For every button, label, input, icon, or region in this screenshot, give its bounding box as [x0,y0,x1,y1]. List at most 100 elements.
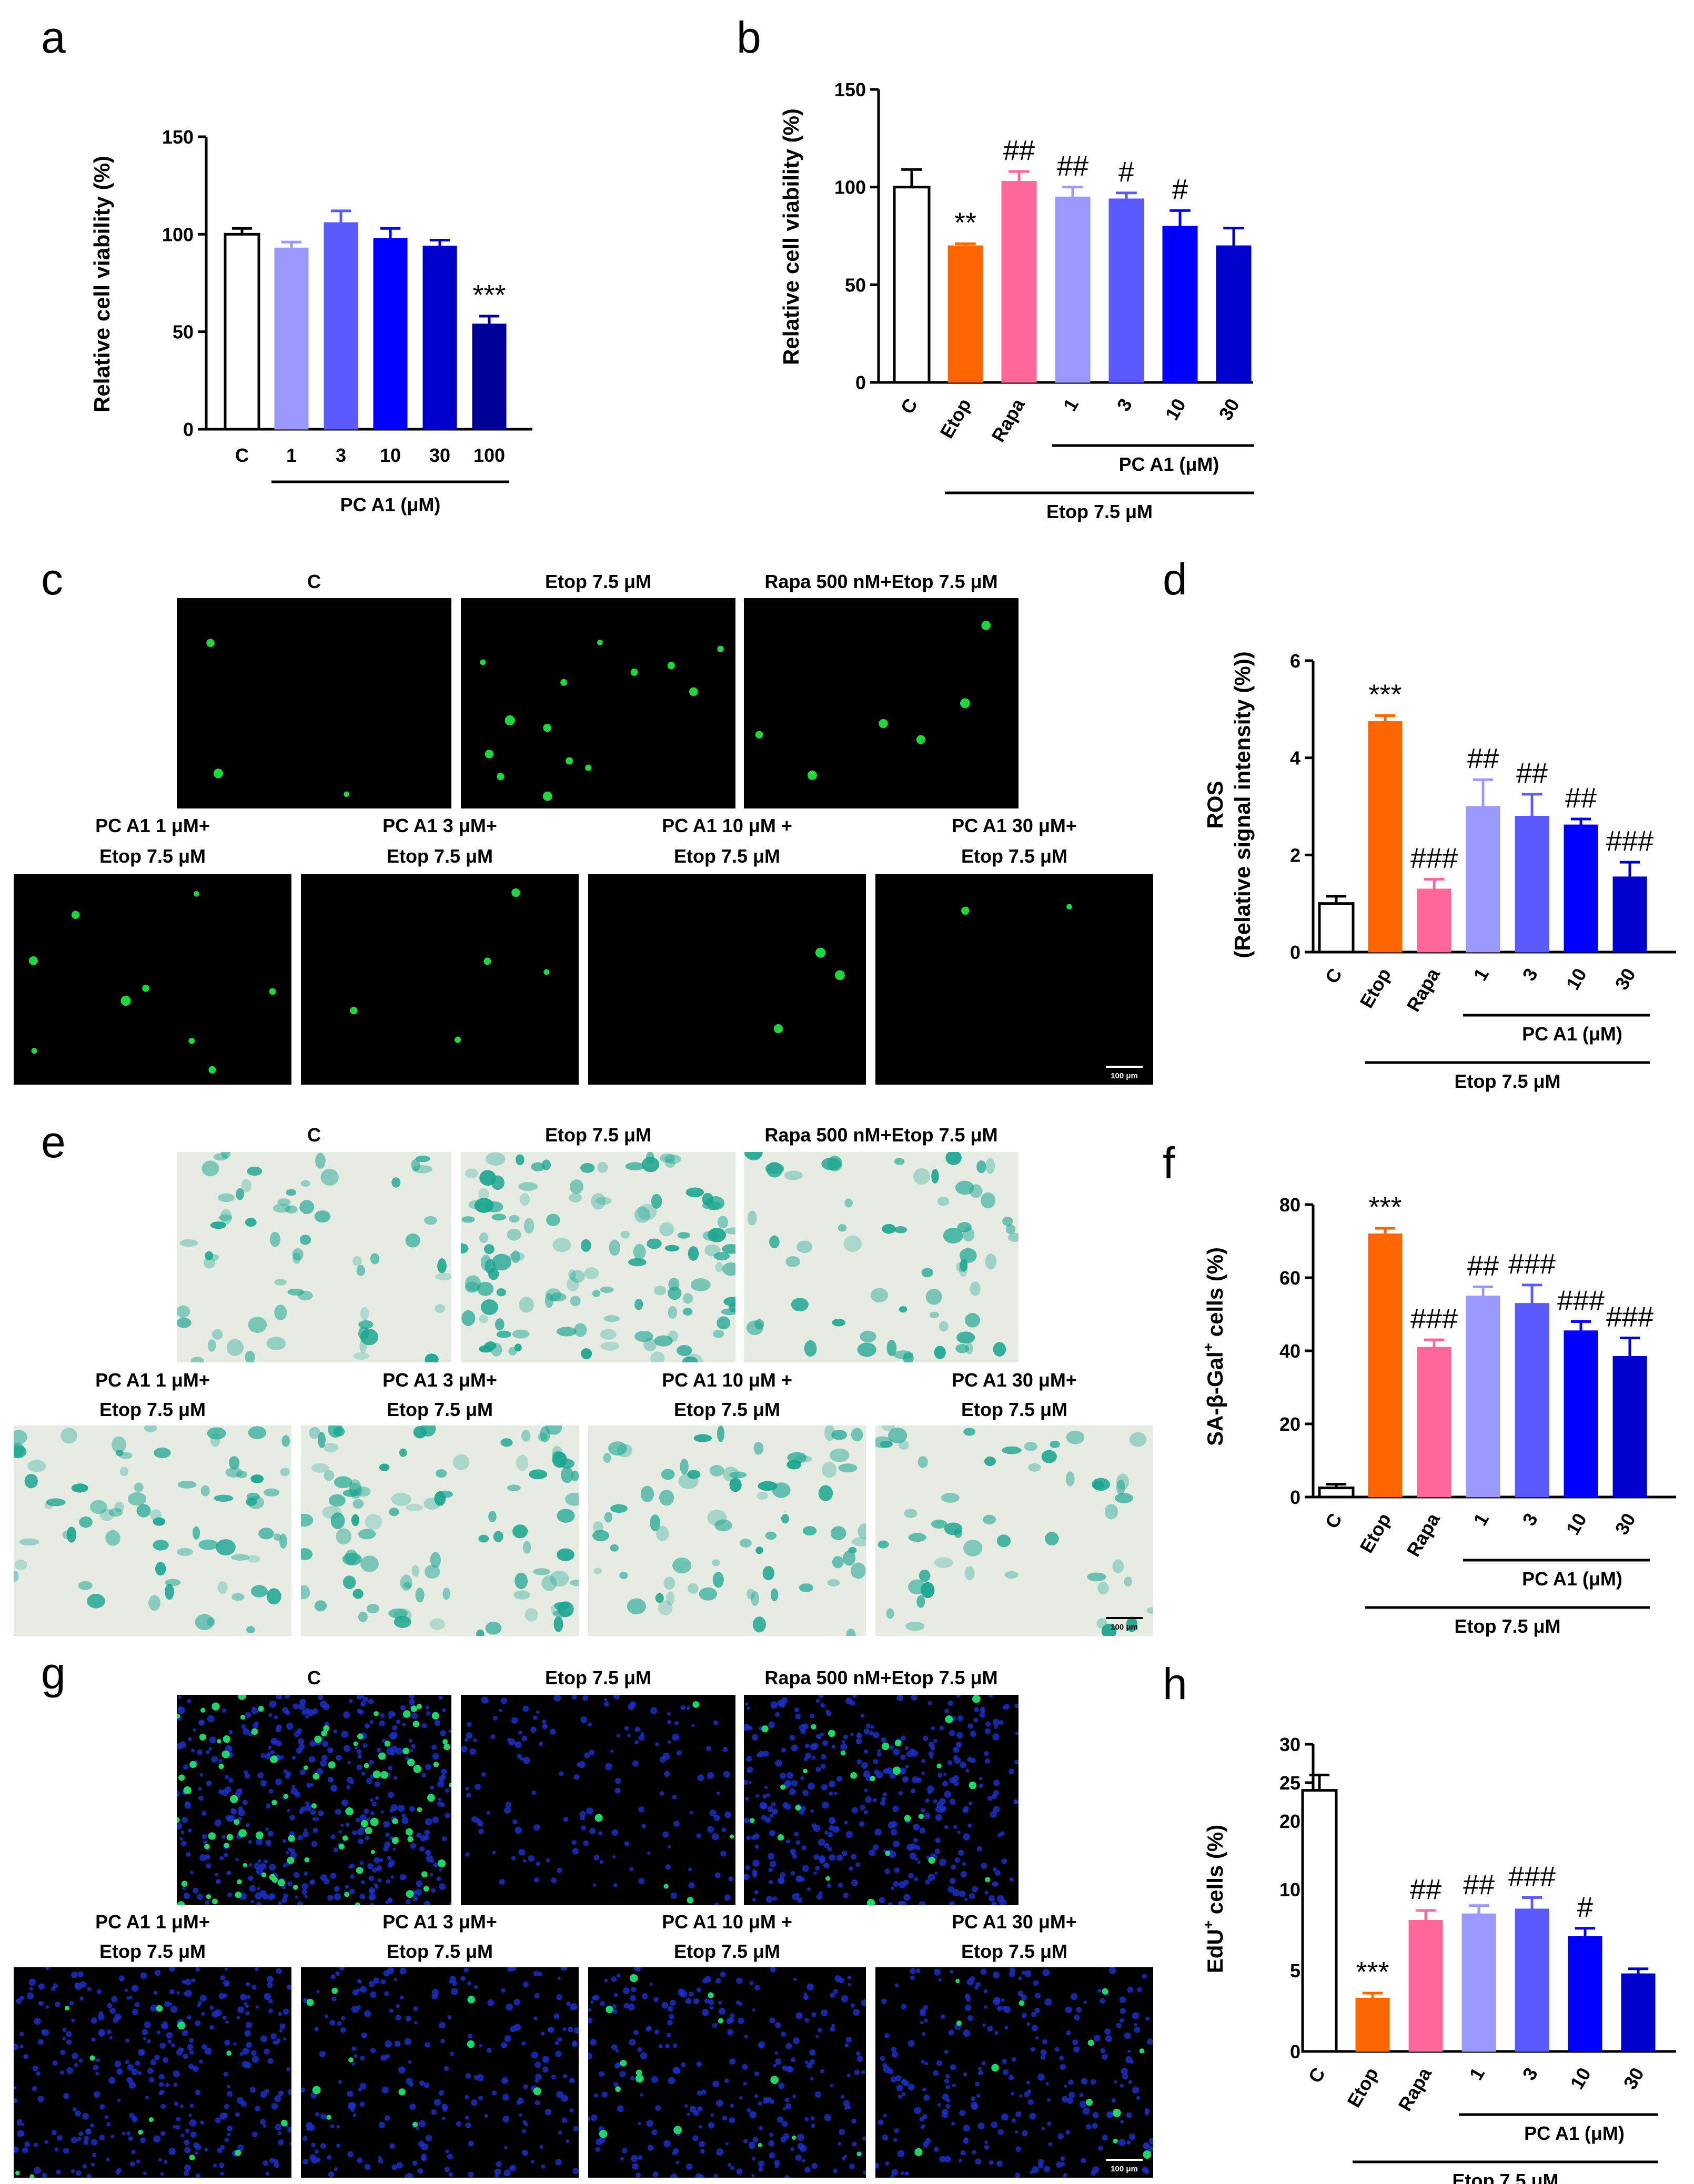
y-tick-label: 10 [1279,1879,1300,1900]
significance-label: # [1172,174,1188,205]
x-tick-label: 1 [1469,1510,1493,1530]
bar-1 [1466,806,1500,953]
image-panel-g: C Etop 7.5 μM Rapa 500 nM+Etop 7.5 μM PC A1… [14,1667,1153,2178]
y-tick-label: 100 [162,224,194,245]
image-title: PC A1 10 μM + [662,815,792,836]
image-title: C [307,1667,321,1688]
y-tick-label: 30 [1279,1734,1300,1755]
x-tick-label: 30 [1619,2064,1648,2093]
significance-label: *** [1368,1191,1401,1223]
y-tick-label: 40 [1279,1340,1300,1362]
significance-label: ## [1003,135,1035,166]
bar-3 [1515,1908,1549,2052]
micrograph-c-2 [744,598,1019,808]
micrograph-c-0 [177,598,451,808]
bar-3 [324,222,358,430]
bar-1 [1461,1913,1496,2052]
significance-label: ## [1057,150,1088,182]
micrograph-c-4 [301,874,579,1085]
micrograph-g-2 [744,1695,1019,1905]
image-panel-e: C Etop 7.5 μM Rapa 500 nM+Etop 7.5 μM PC A1… [14,1124,1153,1636]
y-tick-label: 80 [1279,1194,1300,1216]
y-tick-label: 60 [1279,1267,1300,1289]
group-label: PC A1 (μM) [340,494,441,515]
group-label: Etop 7.5 μM [1046,501,1153,522]
bar-Rapa [1417,1347,1451,1498]
image-title: Etop 7.5 μM [387,1940,493,1962]
significance-label: ## [1516,757,1548,789]
y-tick-label: 25 [1279,1772,1300,1794]
micrograph-e-4 [301,1425,579,1636]
y-tick-label: 100 [834,177,866,198]
group-label: PC A1 (μM) [1522,1023,1622,1045]
image-title: Etop 7.5 μM [545,1124,651,1146]
image-title: PC A1 3 μM+ [382,1369,497,1391]
y-tick-label: 50 [845,274,866,296]
significance-label: ### [1606,825,1653,857]
scale-bar-label: 100 μm [1111,1623,1138,1632]
significance-label: ** [954,207,976,238]
x-tick-label: 3 [336,444,346,466]
image-panel-c: C Etop 7.5 μM Rapa 500 nM+Etop 7.5 μM PC A1… [14,571,1153,1085]
chart-b: 0 50 100 150 Relative cell viability (%) C ** E… [779,79,1254,522]
bar-C [1318,1487,1355,1499]
x-tick-label: 100 [473,444,505,466]
micrograph-e-3 [14,1425,291,1636]
scale-bar-label: 100 μm [1111,2165,1138,2173]
significance-label: ### [1606,1301,1653,1333]
x-tick-label: C [1304,2064,1329,2087]
group-label: Etop 7.5 μM [1454,1070,1560,1092]
y-axis-title: EdU+ cells (%) [1200,1825,1227,1973]
y-tick-label: 2 [1290,844,1300,866]
bar-C [1301,1789,1338,2053]
image-title: Etop 7.5 μM [961,845,1067,867]
micrograph-g-3 [14,1967,291,2178]
y-axis-title: Relative cell viability (%) [779,108,803,365]
image-title: PC A1 1 μM+ [95,1369,210,1391]
chart-d: 0 2 4 6 ROS (Relative signal intensity (%)) C *… [1203,650,1676,1092]
panel-letter-a: a [41,13,66,62]
significance-label: ### [1410,1303,1458,1334]
significance-label: ## [1467,743,1499,774]
x-tick-label: Etop [1355,965,1395,1012]
micrograph-e-1 [461,1152,735,1362]
group-label: PC A1 (μM) [1522,1568,1622,1590]
image-title: PC A1 1 μM+ [95,1911,210,1933]
significance-label: # [1118,156,1134,188]
micrograph-c-3 [14,874,291,1085]
micrograph-e-0 [177,1152,451,1362]
x-tick-label: 30 [1610,1510,1640,1539]
scale-bar-label: 100 μm [1111,1071,1138,1080]
group-label: PC A1 (μM) [1119,453,1219,475]
bar-C [1318,902,1355,954]
x-tick-label: 10 [1561,1510,1591,1539]
bar-30 [422,246,457,430]
significance-label: *** [1356,1956,1389,1988]
significance-label: ### [1557,1285,1605,1316]
micrograph-g-4 [301,1967,579,2178]
y-tick-label: 20 [1279,1413,1300,1435]
panel-letter-c: c [41,554,63,604]
image-title: PC A1 10 μM + [662,1369,792,1391]
x-tick-label: 1 [1058,395,1083,415]
y-tick-label: 150 [162,126,194,148]
y-tick-label: 4 [1290,747,1300,769]
significance-label: ## [1463,1869,1495,1900]
bar-Etop [1355,1997,1390,2052]
bar-1 [1055,196,1091,383]
x-tick-label: 10 [1561,965,1591,994]
bar-Etop [947,245,983,383]
image-title: Rapa 500 nM+Etop 7.5 μM [764,1667,997,1688]
x-tick-label: C [1320,965,1346,987]
x-tick-label: 1 [1465,2064,1489,2084]
significance-label: ## [1410,1874,1441,1905]
image-title: PC A1 1 μM+ [95,815,210,836]
image-title: Etop 7.5 μM [99,1940,206,1962]
image-title: PC A1 30 μM+ [952,1369,1077,1391]
x-tick-label: 30 [1214,395,1244,424]
image-title: PC A1 30 μM+ [952,1911,1077,1933]
bar-1 [1466,1296,1500,1498]
images-layer: C Etop 7.5 μM Rapa 500 nM+Etop 7.5 μM PC A1… [14,571,1153,2178]
